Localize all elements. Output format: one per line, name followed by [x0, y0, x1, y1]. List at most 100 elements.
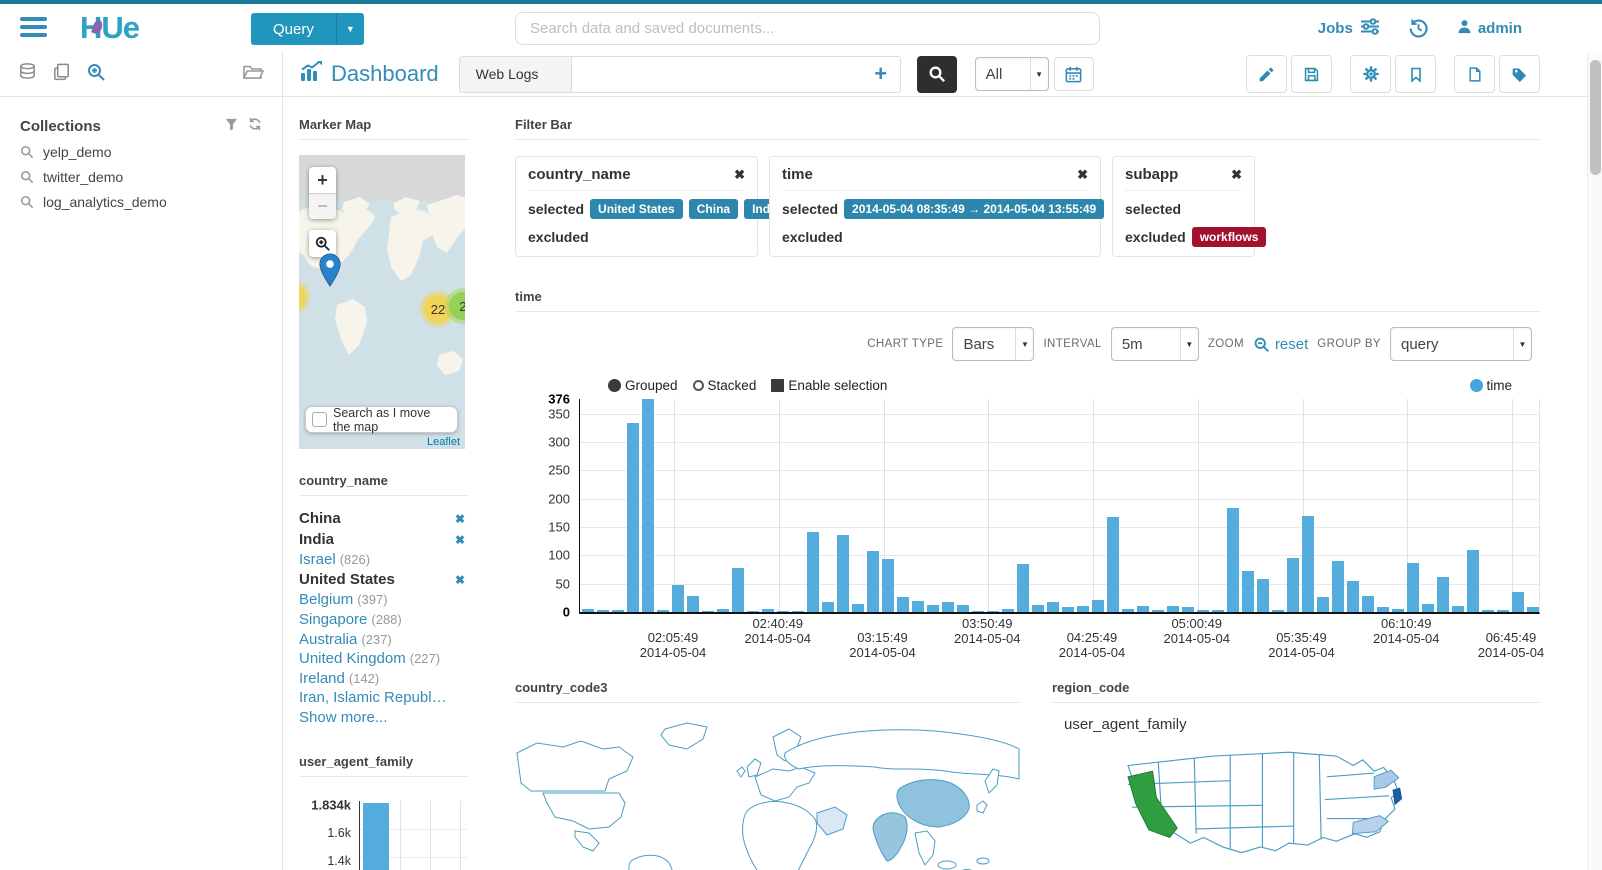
calendar-button[interactable]	[1053, 57, 1094, 91]
query-button-group[interactable]: Query ▼	[251, 13, 364, 45]
bar[interactable]	[867, 551, 879, 612]
zoom-reset-link[interactable]: reset	[1274, 335, 1309, 353]
bar[interactable]	[1527, 607, 1539, 612]
zoom-in-icon[interactable]	[86, 62, 106, 87]
bar[interactable]	[1437, 577, 1449, 612]
bar[interactable]	[597, 610, 609, 612]
documents-icon[interactable]	[52, 62, 71, 86]
bar[interactable]	[1077, 606, 1089, 612]
page-scrollbar[interactable]	[1587, 52, 1602, 870]
facet-item[interactable]: United States ✖	[299, 570, 469, 591]
bar[interactable]	[1317, 597, 1329, 612]
bar[interactable]	[1407, 563, 1419, 612]
bar[interactable]	[1452, 606, 1464, 612]
bar[interactable]	[582, 609, 594, 612]
facet-label[interactable]: Israel	[299, 551, 336, 569]
filter-pill[interactable]: China	[688, 198, 739, 219]
dashboard-query-input[interactable]	[571, 56, 862, 92]
facet-item[interactable]: Singapore (288)	[299, 610, 469, 630]
bar[interactable]	[1332, 561, 1344, 612]
bar[interactable]	[642, 399, 654, 612]
leaflet-attribution-link[interactable]: Leaflet	[426, 436, 460, 448]
facet-label[interactable]: Iran, Islamic Republic of ...	[299, 689, 449, 707]
add-query-button[interactable]: +	[861, 56, 900, 92]
bar[interactable]	[1137, 606, 1149, 612]
bar[interactable]	[942, 602, 954, 612]
bar[interactable]	[1377, 607, 1389, 612]
bar[interactable]	[882, 559, 894, 612]
facet-item[interactable]: China ✖	[299, 509, 469, 530]
collection-item-yelp[interactable]: yelp_demo	[20, 144, 262, 160]
close-icon[interactable]: ✖	[734, 166, 745, 182]
facet-item[interactable]: Ireland (142)	[299, 669, 469, 689]
save-button[interactable]	[1291, 55, 1332, 93]
facet-item[interactable]: Belgium (397)	[299, 590, 469, 610]
bar[interactable]	[852, 604, 864, 612]
bar[interactable]	[777, 611, 789, 612]
bar[interactable]	[672, 585, 684, 612]
facet-label[interactable]: United Kingdom	[299, 650, 406, 668]
map-zoom-in-button[interactable]: +	[317, 169, 328, 190]
chart-type-select[interactable]: Bars ▼	[952, 327, 1035, 361]
bar[interactable]	[1032, 605, 1044, 612]
bar[interactable]	[1287, 558, 1299, 612]
chart-plot-area[interactable]	[579, 399, 1540, 614]
bar[interactable]	[987, 611, 999, 612]
tag-button[interactable]	[1499, 55, 1540, 93]
series-legend[interactable]: time	[1470, 378, 1512, 393]
filter-pill[interactable]: workflows	[1191, 226, 1267, 247]
query-dropdown-caret-icon[interactable]: ▼	[335, 13, 364, 45]
bar[interactable]	[687, 596, 699, 612]
facet-label[interactable]: Singapore	[299, 610, 368, 628]
facet-show-more[interactable]: Show more...	[299, 708, 469, 728]
bar[interactable]	[702, 611, 714, 612]
bar[interactable]	[1197, 610, 1209, 612]
jobs-link[interactable]: Jobs	[1318, 17, 1380, 39]
bar[interactable]	[1257, 579, 1269, 612]
settings-button[interactable]	[1350, 55, 1391, 93]
collection-name-label[interactable]: Web Logs	[459, 56, 572, 92]
edit-button[interactable]	[1246, 55, 1287, 93]
facet-item[interactable]: Israel (826)	[299, 550, 469, 570]
bar[interactable]	[1152, 610, 1164, 612]
filter-pill[interactable]: 2014-05-04 08:35:49 → 2014-05-04 13:55:4…	[844, 198, 1105, 219]
bar[interactable]	[1512, 592, 1524, 612]
mini-chart-bar[interactable]	[363, 802, 389, 870]
bar[interactable]	[957, 605, 969, 612]
bar[interactable]	[1122, 609, 1134, 612]
leaflet-map[interactable]: + − 2225 Search as I move the map Leafle	[299, 155, 465, 449]
bar[interactable]	[822, 602, 834, 612]
legend-stacked-option[interactable]: Stacked	[692, 378, 756, 393]
filter-pill[interactable]: United States	[590, 198, 683, 219]
search-button[interactable]	[916, 55, 957, 93]
map-cluster-marker[interactable]: 22	[420, 291, 456, 327]
close-icon[interactable]: ✖	[1231, 166, 1242, 182]
scope-select[interactable]: All ▼	[974, 57, 1049, 91]
bar[interactable]	[1227, 508, 1239, 612]
bar[interactable]	[1272, 610, 1284, 612]
world-choropleth-map[interactable]	[515, 715, 1020, 870]
remove-filter-icon[interactable]: ✖	[454, 532, 465, 547]
bar[interactable]	[1167, 606, 1179, 612]
user-menu[interactable]: admin	[1457, 19, 1522, 38]
bar[interactable]	[912, 601, 924, 612]
map-cluster-marker[interactable]: 2	[445, 288, 465, 324]
facet-item[interactable]: India ✖	[299, 530, 469, 551]
close-icon[interactable]: ✖	[1077, 166, 1088, 182]
filter-funnel-icon[interactable]	[225, 118, 238, 135]
bar[interactable]	[1242, 571, 1254, 612]
collection-item-twitter[interactable]: twitter_demo	[20, 169, 262, 185]
remove-filter-icon[interactable]: ✖	[454, 572, 465, 587]
search-as-move-checkbox[interactable]	[312, 412, 327, 427]
facet-item[interactable]: Australia (237)	[299, 630, 469, 650]
folder-icon[interactable]	[242, 63, 265, 86]
bar[interactable]	[1062, 607, 1074, 612]
scrollbar-thumb[interactable]	[1590, 60, 1601, 175]
bar[interactable]	[612, 610, 624, 612]
legend-enable-selection-option[interactable]: Enable selection	[771, 378, 887, 393]
bar[interactable]	[1212, 610, 1224, 612]
bar[interactable]	[1092, 600, 1104, 612]
facet-label[interactable]: Ireland	[299, 669, 345, 687]
bar[interactable]	[897, 597, 909, 612]
bar[interactable]	[1107, 517, 1119, 612]
